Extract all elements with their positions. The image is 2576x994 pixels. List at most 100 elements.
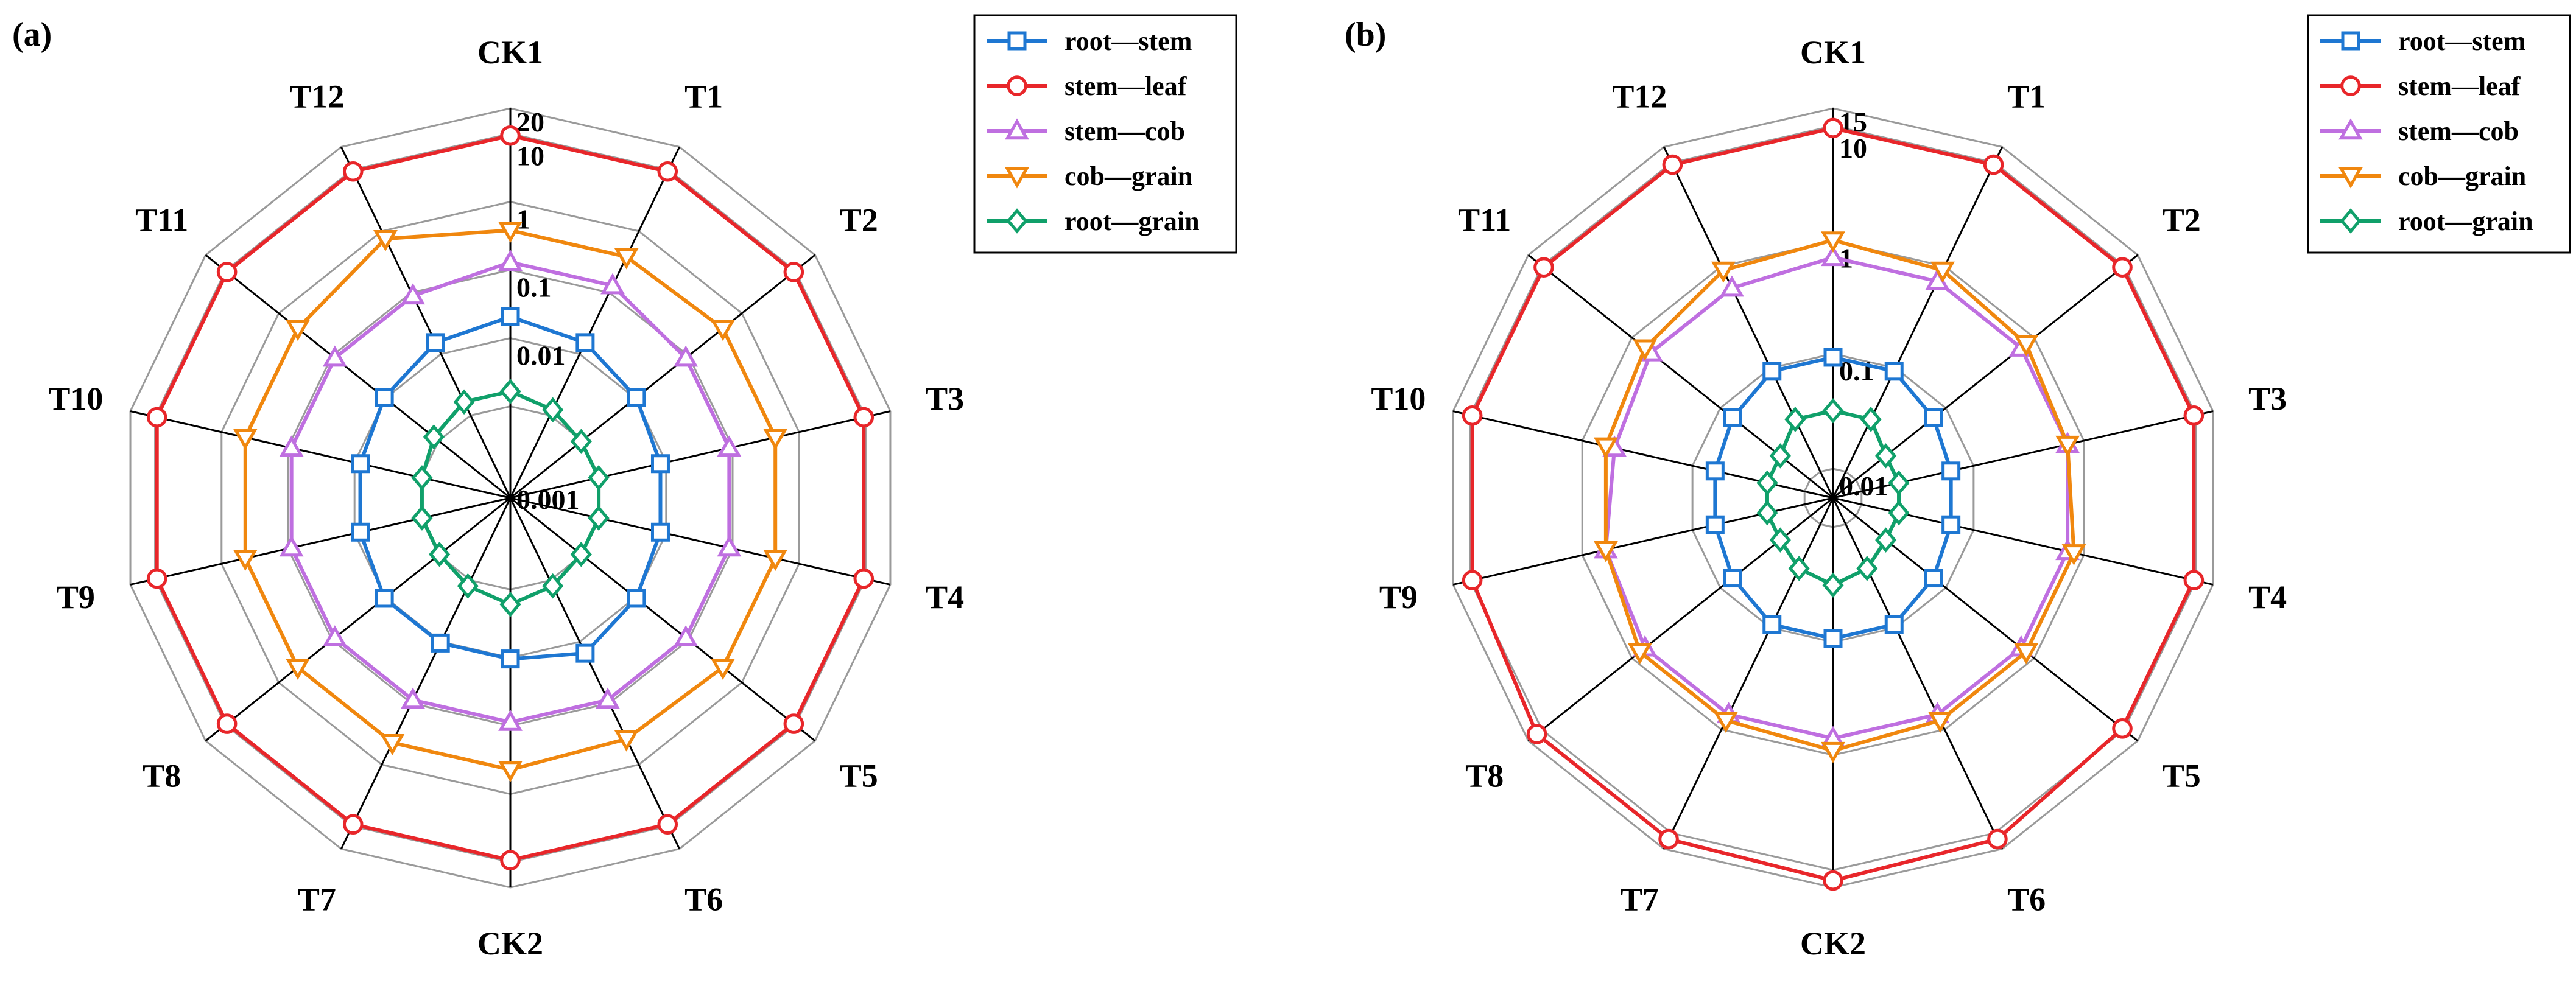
- circle-marker: [1462, 570, 1483, 591]
- circle-marker: [342, 161, 364, 182]
- diamond-marker: [499, 592, 521, 617]
- legend-entry: root—grain: [2320, 206, 2533, 236]
- series-stem-leaf: [146, 125, 875, 871]
- triangle-up-marker: [674, 345, 699, 367]
- square-marker: [501, 307, 520, 326]
- square-marker: [1762, 362, 1782, 381]
- category-label: T10: [48, 380, 103, 417]
- circle-marker: [2112, 257, 2133, 278]
- tick-label: 0.01: [1839, 471, 1888, 502]
- diamond-marker: [542, 573, 564, 599]
- series-root-stem: [1705, 348, 1961, 648]
- diamond-marker: [1769, 443, 1791, 469]
- square-marker: [1924, 569, 1943, 588]
- axis-spoke: [130, 410, 511, 499]
- category-label: T11: [1458, 202, 1511, 239]
- circle-marker: [500, 850, 521, 871]
- category-label: T6: [684, 881, 723, 918]
- category-label: T3: [926, 380, 964, 417]
- diamond-marker: [1888, 470, 1910, 496]
- triangle-down-marker: [233, 429, 258, 450]
- diamond-marker: [542, 397, 564, 423]
- category-label: T2: [840, 202, 878, 239]
- triangle-up-marker: [322, 345, 347, 367]
- triangle-down-marker: [763, 550, 788, 571]
- triangle-up-marker: [1821, 245, 1845, 267]
- legend-entry: stem—leaf: [2320, 71, 2521, 101]
- triangle-down-marker: [1593, 437, 1618, 459]
- circle-marker: [1987, 828, 2008, 850]
- circle-marker: [216, 262, 238, 282]
- triangle-down-marker: [1821, 231, 1845, 253]
- legend-entry: cob—grain: [987, 161, 1192, 191]
- diamond-marker: [1006, 208, 1028, 234]
- legend-label: stem—cob: [2398, 116, 2519, 146]
- category-label: T8: [143, 757, 181, 794]
- legend-label: cob—grain: [1065, 161, 1192, 191]
- square-marker: [1823, 629, 1843, 648]
- axis-spoke: [1832, 497, 2004, 850]
- square-marker: [1007, 31, 1027, 51]
- diamond-marker: [588, 505, 610, 531]
- square-marker: [1884, 615, 1904, 634]
- square-marker: [627, 589, 646, 608]
- axis-spoke: [1663, 146, 1834, 499]
- triangle-down-marker: [233, 550, 258, 571]
- axis-spoke: [509, 146, 681, 499]
- legend-entry: stem—cob: [987, 116, 1185, 146]
- triangle-up-marker: [1005, 118, 1029, 140]
- circle-marker: [783, 713, 804, 734]
- triangle-down-marker: [498, 761, 523, 783]
- axis-spoke: [340, 497, 512, 850]
- axis-spoke: [510, 497, 816, 742]
- triangle-down-marker: [614, 248, 639, 270]
- radar-panel-b: 151010.10.01CK1T1T2T3T4T5T6CK2T7T8T9T10T…: [1345, 14, 2571, 962]
- triangle-up-marker: [279, 535, 304, 557]
- axis-spoke: [1832, 146, 2004, 499]
- triangle-up-marker: [1720, 275, 1744, 297]
- triangle-down-marker: [2338, 167, 2363, 189]
- radar-grid: [1452, 107, 2214, 889]
- square-marker: [1884, 362, 1904, 381]
- triangle-up-marker: [279, 435, 304, 457]
- square-marker: [351, 522, 370, 542]
- square-marker: [1762, 615, 1782, 634]
- category-label: T1: [2007, 78, 2046, 114]
- diamond-marker: [570, 429, 592, 454]
- category-label: CK2: [1800, 925, 1866, 962]
- square-marker: [426, 333, 445, 352]
- diamond-marker: [429, 542, 451, 567]
- circle-marker: [2112, 718, 2133, 739]
- series-cob-grain: [233, 222, 788, 783]
- category-label: T2: [2163, 202, 2201, 239]
- diamond-marker: [1875, 527, 1897, 553]
- tick-label: 0.001: [516, 484, 580, 515]
- diamond-marker: [1756, 470, 1778, 496]
- square-marker: [627, 388, 646, 407]
- triangle-down-marker: [763, 429, 788, 450]
- square-marker: [501, 649, 520, 669]
- category-label: CK2: [477, 925, 543, 962]
- circle-marker: [853, 407, 875, 428]
- triangle-down-marker: [286, 320, 310, 341]
- circle-marker: [1462, 405, 1483, 426]
- legend-label: stem—leaf: [1065, 71, 1188, 101]
- circle-marker: [657, 814, 678, 835]
- triangle-down-marker: [1627, 643, 1652, 665]
- diamond-marker: [1756, 500, 1778, 526]
- legend: root—stem stem—leaf stem—cob cob—grain root—…: [2307, 14, 2571, 254]
- square-marker: [650, 454, 670, 474]
- square-marker: [1723, 569, 1742, 588]
- diamond-marker: [1769, 527, 1791, 553]
- square-marker: [375, 388, 394, 407]
- triangle-down-marker: [1714, 712, 1738, 733]
- category-label: T7: [298, 881, 336, 918]
- tick-label: 1: [516, 204, 530, 235]
- square-marker: [1823, 348, 1843, 367]
- category-label: T6: [2007, 881, 2046, 918]
- triangle-down-marker: [1930, 261, 1955, 283]
- triangle-down-marker: [1633, 339, 1658, 361]
- diamond-marker: [423, 424, 445, 450]
- square-marker: [650, 522, 670, 542]
